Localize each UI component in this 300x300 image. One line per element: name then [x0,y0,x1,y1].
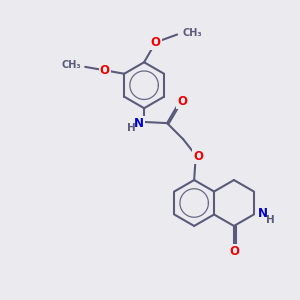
Text: O: O [151,36,160,49]
Text: N: N [134,117,144,130]
Text: N: N [258,206,268,220]
Text: O: O [100,64,110,77]
Text: O: O [177,95,187,108]
Text: CH₃: CH₃ [182,28,202,38]
Text: O: O [229,245,239,258]
Text: H: H [128,123,136,134]
Text: H: H [266,215,274,225]
Text: O: O [193,150,203,163]
Text: CH₃: CH₃ [61,60,81,70]
